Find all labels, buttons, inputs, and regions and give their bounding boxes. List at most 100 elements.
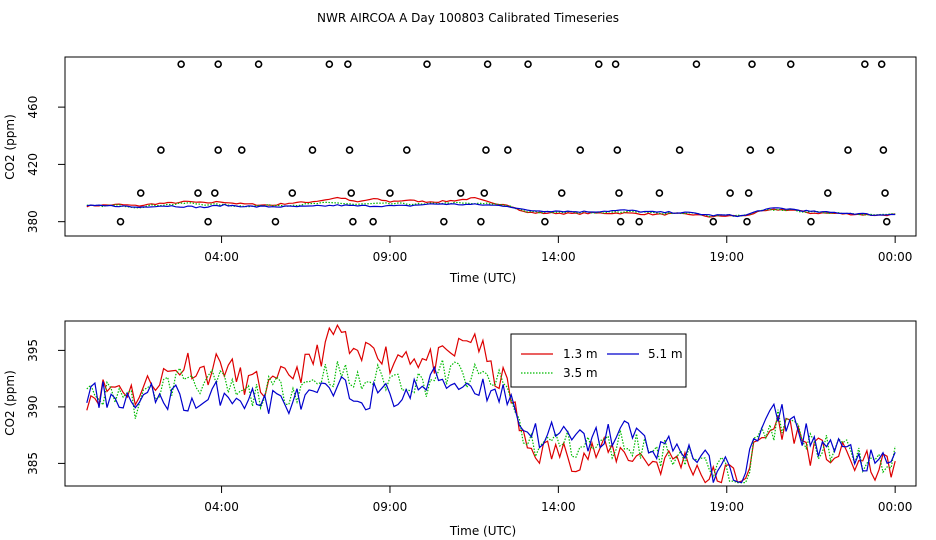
top-y-tick-label: 460 bbox=[26, 96, 40, 119]
bottom-y-axis-label: CO2 (ppm) bbox=[3, 370, 17, 436]
top-scatter-point bbox=[308, 146, 317, 154]
bottom-lines bbox=[86, 323, 896, 484]
top-scatter-point bbox=[211, 189, 219, 197]
top-scatter-point bbox=[157, 146, 165, 154]
top-scatter-point bbox=[748, 60, 756, 68]
top-scatter-point bbox=[615, 189, 623, 197]
bottom-plot-frame bbox=[64, 320, 917, 487]
top-scatter-point bbox=[635, 217, 643, 226]
bottom-y-tick-label: 390 bbox=[26, 395, 40, 418]
top-scatter-point bbox=[237, 146, 246, 154]
top-scatter-point bbox=[823, 189, 832, 197]
top-scatter-point bbox=[675, 146, 684, 154]
top-scatter-point bbox=[655, 189, 664, 197]
top-scatter-point bbox=[611, 60, 620, 68]
top-scatter-point bbox=[576, 146, 585, 154]
top-lines bbox=[86, 196, 896, 218]
top-scatter-point bbox=[402, 146, 411, 154]
top-scatter-point bbox=[423, 60, 431, 68]
top-scatter-point bbox=[504, 146, 512, 154]
top-scatter-point bbox=[726, 189, 734, 197]
top-y-axis: 380 420 460 bbox=[26, 96, 66, 233]
top-y-tick-label: 380 bbox=[26, 210, 40, 233]
top-scatter-point bbox=[766, 146, 775, 154]
top-points bbox=[116, 60, 891, 226]
top-scatter-point bbox=[136, 189, 145, 197]
bottom-series-3-5-m bbox=[86, 359, 896, 484]
bottom-x-tick-label: 14:00 bbox=[541, 500, 576, 514]
bottom-series-5-1-m bbox=[86, 365, 896, 484]
top-scatter-point bbox=[483, 60, 492, 68]
top-scatter-point bbox=[369, 217, 377, 226]
bottom-y-tick-label: 395 bbox=[26, 339, 40, 362]
legend-label-1-3m: 1.3 m bbox=[563, 347, 598, 361]
top-scatter-point bbox=[861, 60, 869, 68]
top-scatter-point bbox=[709, 217, 718, 226]
top-x-tick-label: 09:00 bbox=[373, 250, 408, 264]
bottom-x-tick-label: 19:00 bbox=[709, 500, 744, 514]
bottom-x-tick-label: 04:00 bbox=[204, 500, 239, 514]
top-scatter-point bbox=[807, 217, 815, 226]
top-scatter-point bbox=[456, 189, 465, 197]
top-y-tick-label: 420 bbox=[26, 153, 40, 176]
top-scatter-point bbox=[347, 189, 356, 197]
top-scatter-point bbox=[386, 189, 394, 197]
top-scatter-point bbox=[177, 60, 185, 68]
top-scatter-point bbox=[743, 217, 751, 226]
top-scatter-point bbox=[844, 146, 852, 154]
bottom-series-1-3-m bbox=[86, 323, 896, 484]
bottom-panel: 04:00 09:00 14:00 19:00 00:00 385 390 395 Time… bbox=[3, 320, 917, 538]
legend-box bbox=[510, 333, 687, 388]
top-scatter-point bbox=[344, 60, 352, 68]
top-y-axis-label: CO2 (ppm) bbox=[3, 114, 17, 180]
top-panel: 04:00 09:00 14:00 19:00 00:00 380 420 460 Time… bbox=[3, 56, 917, 285]
top-scatter-point bbox=[882, 217, 891, 226]
top-scatter-point bbox=[744, 189, 753, 197]
top-scatter-point bbox=[214, 60, 222, 68]
top-x-axis: 04:00 09:00 14:00 19:00 00:00 bbox=[204, 236, 912, 264]
top-scatter-point bbox=[786, 60, 795, 68]
top-x-tick-label: 14:00 bbox=[541, 250, 576, 264]
legend: 1.3 m 3.5 m 5.1 m bbox=[510, 333, 687, 388]
top-scatter-point bbox=[254, 60, 263, 68]
bottom-x-axis: 04:00 09:00 14:00 19:00 00:00 bbox=[204, 486, 912, 514]
top-scatter-point bbox=[524, 60, 532, 68]
top-scatter-point bbox=[594, 60, 603, 68]
bottom-y-tick-label: 385 bbox=[26, 452, 40, 475]
top-scatter-point bbox=[271, 217, 280, 226]
legend-label-3-5m: 3.5 m bbox=[563, 366, 598, 380]
top-scatter-point bbox=[557, 189, 566, 197]
chart-title: NWR AIRCOA A Day 100803 Calibrated Times… bbox=[317, 11, 619, 25]
top-scatter-point bbox=[288, 189, 297, 197]
top-scatter-point bbox=[692, 60, 701, 68]
top-scatter-point bbox=[482, 146, 490, 154]
top-x-tick-label: 00:00 bbox=[878, 250, 913, 264]
top-scatter-point bbox=[325, 60, 334, 68]
top-scatter-point bbox=[214, 146, 222, 154]
legend-label-5-1m: 5.1 m bbox=[648, 347, 683, 361]
top-x-axis-label: Time (UTC) bbox=[449, 271, 516, 285]
top-scatter-point bbox=[345, 146, 354, 154]
top-scatter-point bbox=[879, 146, 888, 154]
top-scatter-point bbox=[541, 217, 549, 226]
top-scatter-point bbox=[116, 217, 125, 226]
bottom-x-tick-label: 00:00 bbox=[878, 500, 913, 514]
top-scatter-point bbox=[746, 146, 755, 154]
bottom-x-tick-label: 09:00 bbox=[373, 500, 408, 514]
top-scatter-point bbox=[440, 217, 448, 226]
bottom-y-axis: 385 390 395 bbox=[26, 339, 66, 475]
top-scatter-point bbox=[877, 60, 886, 68]
top-scatter-point bbox=[477, 217, 485, 226]
bottom-x-axis-label: Time (UTC) bbox=[449, 524, 516, 538]
top-scatter-point bbox=[480, 189, 489, 197]
top-series-5-1-m bbox=[86, 203, 896, 218]
top-x-tick-label: 04:00 bbox=[204, 250, 239, 264]
top-scatter-point bbox=[204, 217, 212, 226]
top-scatter-point bbox=[613, 146, 622, 154]
top-scatter-point bbox=[194, 189, 202, 197]
top-scatter-point bbox=[349, 217, 357, 226]
top-scatter-point bbox=[616, 217, 625, 226]
top-x-tick-label: 19:00 bbox=[709, 250, 744, 264]
top-scatter-point bbox=[881, 189, 889, 197]
